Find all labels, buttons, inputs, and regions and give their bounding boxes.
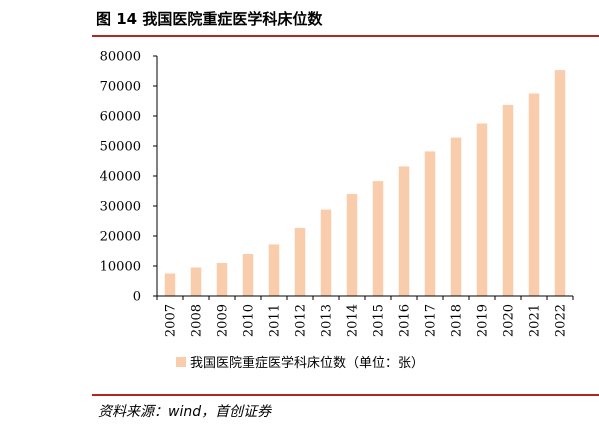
bar-2018 — [450, 137, 462, 296]
y-axis: 0 10000 20000 30000 40000 50000 60000 70000 8000… — [100, 50, 157, 305]
bar-2009 — [216, 263, 228, 296]
bar-2017 — [424, 151, 436, 296]
y-tick-label: 50000 — [100, 140, 141, 155]
x-tick-label: 2008 — [190, 304, 205, 337]
figure-title: 图 14 我国医院重症医学科床位数 — [96, 10, 323, 28]
bar-2011 — [268, 244, 280, 296]
bar-2016 — [398, 166, 410, 296]
x-tick-label: 2007 — [164, 304, 179, 337]
y-tick-label: 70000 — [100, 80, 141, 95]
title-divider — [92, 35, 599, 37]
x-tick-label: 2016 — [398, 304, 413, 337]
x-tick-label: 2021 — [528, 304, 543, 337]
bar-2022 — [554, 70, 566, 296]
y-tick-label: 60000 — [100, 110, 141, 125]
y-tick-label: 30000 — [100, 200, 141, 215]
x-tick-label: 2018 — [450, 304, 465, 337]
legend-swatch — [176, 356, 186, 367]
y-tick-label: 20000 — [100, 230, 141, 245]
x-tick-label: 2011 — [268, 304, 283, 337]
x-tick-label: 2012 — [294, 304, 309, 337]
source-note: 资料来源：wind，首创证券 — [98, 404, 272, 420]
bar-series — [164, 70, 566, 297]
bar-2020 — [502, 104, 514, 297]
bar-2007 — [164, 273, 176, 296]
y-tick-label: 40000 — [100, 170, 141, 185]
x-tick-label: 2014 — [346, 304, 361, 337]
bar-2014 — [346, 194, 358, 296]
y-tick-label: 0 — [133, 290, 141, 305]
legend-label: 我国医院重症医学科床位数（单位：张） — [190, 356, 425, 371]
bar-2010 — [242, 254, 254, 296]
x-tick-label: 2013 — [320, 304, 335, 337]
bar-2013 — [320, 209, 332, 296]
legend: 我国医院重症医学科床位数（单位：张） — [176, 352, 424, 371]
x-tick-label: 2015 — [372, 304, 387, 337]
bar-2019 — [476, 123, 488, 296]
x-tick-label: 2019 — [476, 304, 491, 337]
x-tick-label: 2010 — [242, 304, 257, 337]
bar-2008 — [190, 267, 202, 296]
x-tick-label: 2022 — [554, 304, 569, 337]
x-tick-label: 2020 — [502, 304, 517, 337]
source-divider — [92, 394, 599, 396]
bar-2021 — [528, 93, 540, 296]
x-axis: 2007 2008 2009 2010 2011 2012 2013 2014 2015 2016… — [156, 296, 574, 337]
x-tick-label: 2009 — [216, 304, 231, 337]
bar-2015 — [372, 181, 384, 296]
x-tick-label: 2017 — [424, 304, 439, 337]
y-tick-label: 10000 — [100, 260, 141, 275]
bar-2012 — [294, 227, 306, 296]
y-tick-label: 80000 — [100, 50, 141, 65]
